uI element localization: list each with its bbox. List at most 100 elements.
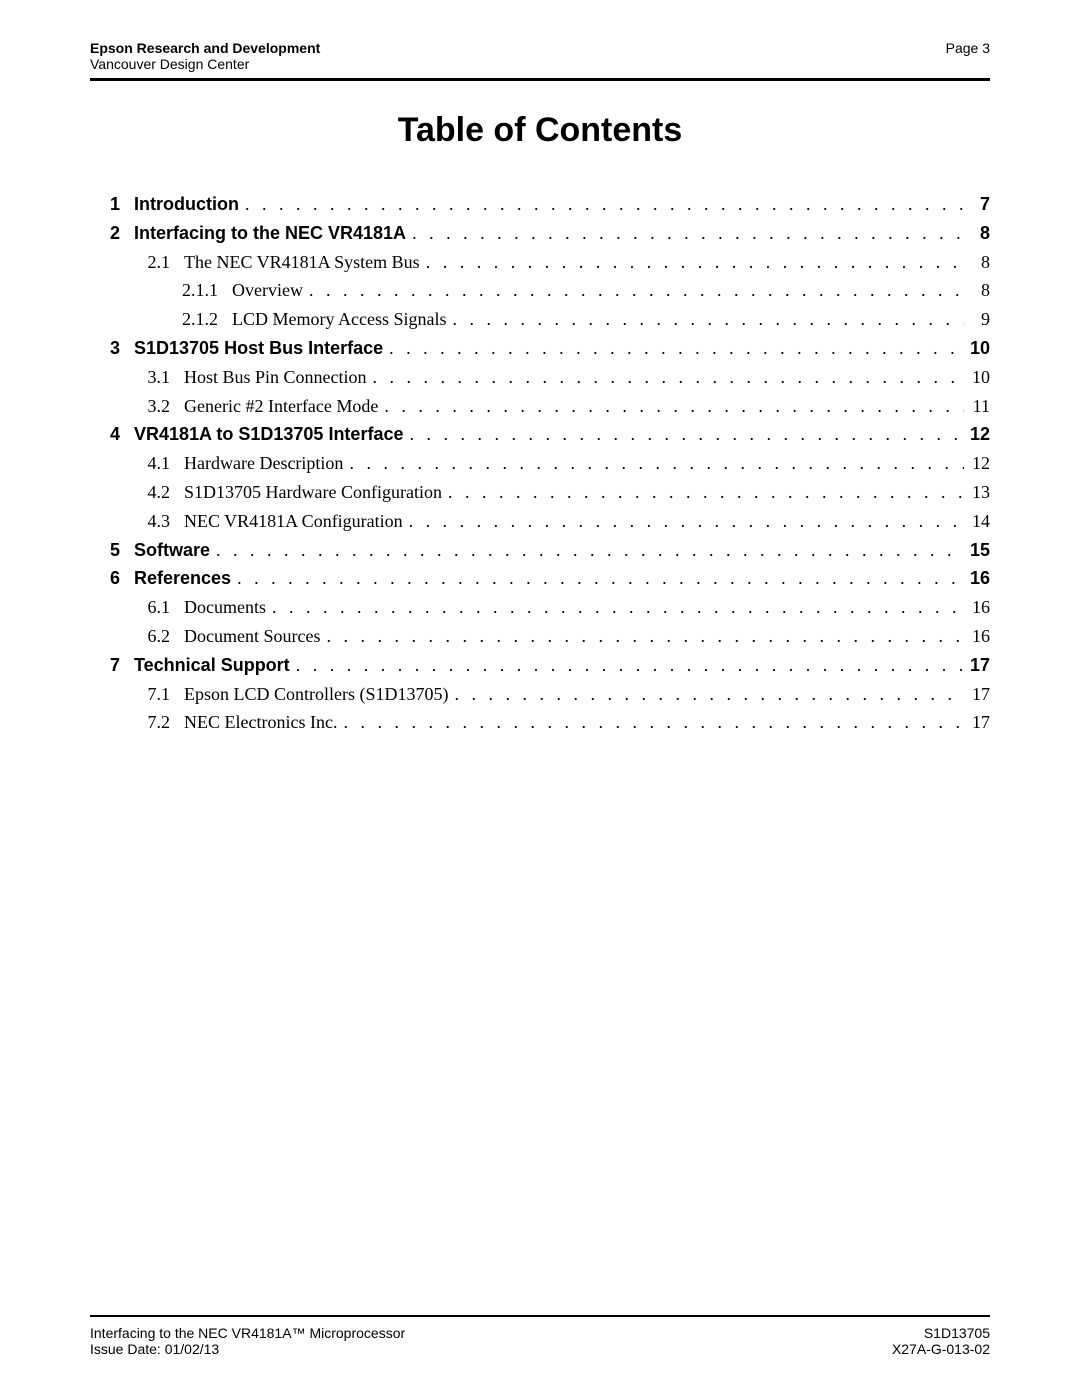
toc-entry-label: Document Sources xyxy=(184,622,320,651)
toc-entry-number: 2.1.1 xyxy=(90,276,218,305)
toc-entry-page: 17 xyxy=(964,708,990,737)
toc-leader-dots xyxy=(320,622,964,651)
toc-entry: 6 References 16 xyxy=(90,564,990,593)
toc-entry-label: Introduction xyxy=(134,190,239,219)
toc-entry-number: 7 xyxy=(90,651,120,680)
footer-rule xyxy=(90,1315,990,1317)
toc-leader-dots xyxy=(383,334,964,363)
toc-entry-number: 5 xyxy=(90,536,120,565)
toc-entry-page: 15 xyxy=(964,536,990,565)
toc-leader-dots xyxy=(337,708,964,737)
toc-entry: 2.1.1 Overview 8 xyxy=(90,276,990,305)
toc-entry-label: References xyxy=(134,564,231,593)
toc-leader-dots xyxy=(449,680,965,709)
toc-leader-dots xyxy=(290,651,964,680)
toc-entry-number: 4.1 xyxy=(90,449,170,478)
toc-entry-number: 2.1.2 xyxy=(90,305,218,334)
toc-entry-label: NEC Electronics Inc. xyxy=(184,708,337,737)
toc-entry: 6.2 Document Sources 16 xyxy=(90,622,990,651)
toc-entry-label: Interfacing to the NEC VR4181A xyxy=(134,219,406,248)
header-page-number: Page 3 xyxy=(946,40,990,56)
toc-entry-number: 4.2 xyxy=(90,478,170,507)
toc-entry: 5 Software 15 xyxy=(90,536,990,565)
footer-left-2: Issue Date: 01/02/13 xyxy=(90,1341,219,1357)
toc-leader-dots xyxy=(403,420,964,449)
toc-entry-label: Technical Support xyxy=(134,651,290,680)
toc-entry: 4.1Hardware Description12 xyxy=(90,449,990,478)
toc-entry-number: 4.3 xyxy=(90,507,170,536)
toc-entry-page: 8 xyxy=(964,276,990,305)
toc-leader-dots xyxy=(378,392,964,421)
header-left: Epson Research and Development Vancouver… xyxy=(90,40,320,72)
toc-entry: 3.1Host Bus Pin Connection10 xyxy=(90,363,990,392)
toc-entry-label: Epson LCD Controllers (S1D13705) xyxy=(184,680,449,709)
toc-entry-label: S1D13705 Hardware Configuration xyxy=(184,478,442,507)
toc-leader-dots xyxy=(442,478,964,507)
toc-entry-label: S1D13705 Host Bus Interface xyxy=(134,334,383,363)
footer-right-2: X27A-G-013-02 xyxy=(892,1341,990,1357)
toc-leader-dots xyxy=(343,449,964,478)
footer-right-1: S1D13705 xyxy=(924,1325,990,1341)
toc-entry-number: 6.1 xyxy=(90,593,170,622)
toc-entry: 2.1 The NEC VR4181A System Bus 8 xyxy=(90,248,990,277)
toc-entry-number: 3 xyxy=(90,334,120,363)
toc-entry-page: 17 xyxy=(964,680,990,709)
toc-entry-number: 1 xyxy=(90,190,120,219)
toc-entry: 3 S1D13705 Host Bus Interface 10 xyxy=(90,334,990,363)
toc-entry-label: VR4181A to S1D13705 Interface xyxy=(134,420,403,449)
toc-entry-number: 7.2 xyxy=(90,708,170,737)
toc-entry-label: NEC VR4181A Configuration xyxy=(184,507,403,536)
footer-row-1: Interfacing to the NEC VR4181A™ Micropro… xyxy=(90,1325,990,1341)
toc-entry: 6.1 Documents 16 xyxy=(90,593,990,622)
toc-entry-page: 8 xyxy=(964,219,990,248)
footer-row-2: Issue Date: 01/02/13 X27A-G-013-02 xyxy=(90,1341,990,1357)
toc-entry-page: 9 xyxy=(964,305,990,334)
toc-entry: 7.1 Epson LCD Controllers (S1D13705) 17 xyxy=(90,680,990,709)
toc-leader-dots xyxy=(210,536,964,565)
page-footer: Interfacing to the NEC VR4181A™ Micropro… xyxy=(90,1315,990,1357)
toc-entry-label: The NEC VR4181A System Bus xyxy=(184,248,420,277)
toc-entry-number: 2 xyxy=(90,219,120,248)
toc-entry: 2 Interfacing to the NEC VR4181A 8 xyxy=(90,219,990,248)
toc-entry-number: 7.1 xyxy=(90,680,170,709)
toc-entry: 7Technical Support17 xyxy=(90,651,990,680)
toc-entry-label: Overview xyxy=(232,276,303,305)
toc-entry-number: 3.2 xyxy=(90,392,170,421)
page: Epson Research and Development Vancouver… xyxy=(0,0,1080,1397)
toc-entry-number: 2.1 xyxy=(90,248,170,277)
toc-entry-page: 11 xyxy=(964,392,990,421)
toc-entry-page: 16 xyxy=(964,564,990,593)
toc-entry-number: 6 xyxy=(90,564,120,593)
toc-entry-label: Software xyxy=(134,536,210,565)
toc-entry-page: 14 xyxy=(964,507,990,536)
toc-entry-label: Generic #2 Interface Mode xyxy=(184,392,378,421)
toc-entry-label: Documents xyxy=(184,593,266,622)
toc-leader-dots xyxy=(239,190,964,219)
page-title: Table of Contents xyxy=(90,111,990,150)
toc-entry-page: 16 xyxy=(964,593,990,622)
toc-entry: 1 Introduction 7 xyxy=(90,190,990,219)
page-header: Epson Research and Development Vancouver… xyxy=(90,40,990,72)
toc-entry: 4 VR4181A to S1D13705 Interface 12 xyxy=(90,420,990,449)
toc-entry-number: 6.2 xyxy=(90,622,170,651)
toc-entry: 4.3 NEC VR4181A Configuration 14 xyxy=(90,507,990,536)
toc-entry: 7.2 NEC Electronics Inc. 17 xyxy=(90,708,990,737)
toc-entry-number: 3.1 xyxy=(90,363,170,392)
toc-leader-dots xyxy=(406,219,964,248)
header-org: Epson Research and Development xyxy=(90,40,320,56)
toc-entry-page: 7 xyxy=(964,190,990,219)
toc-entry-page: 10 xyxy=(964,334,990,363)
toc-entry: 2.1.2 LCD Memory Access Signals 9 xyxy=(90,305,990,334)
toc-entry-label: Host Bus Pin Connection xyxy=(184,363,367,392)
toc-entry-label: Hardware Description xyxy=(184,449,343,478)
toc-entry-page: 16 xyxy=(964,622,990,651)
toc-leader-dots xyxy=(367,363,964,392)
toc-entry-number: 4 xyxy=(90,420,120,449)
toc-entry-page: 8 xyxy=(964,248,990,277)
toc-entry-label: LCD Memory Access Signals xyxy=(232,305,446,334)
toc-leader-dots xyxy=(446,305,964,334)
toc-entry: 3.2 Generic #2 Interface Mode 11 xyxy=(90,392,990,421)
toc-entry-page: 12 xyxy=(964,420,990,449)
toc-leader-dots xyxy=(420,248,964,277)
table-of-contents: 1 Introduction 7 2 Interfacing to the NEC VR… xyxy=(90,190,990,737)
